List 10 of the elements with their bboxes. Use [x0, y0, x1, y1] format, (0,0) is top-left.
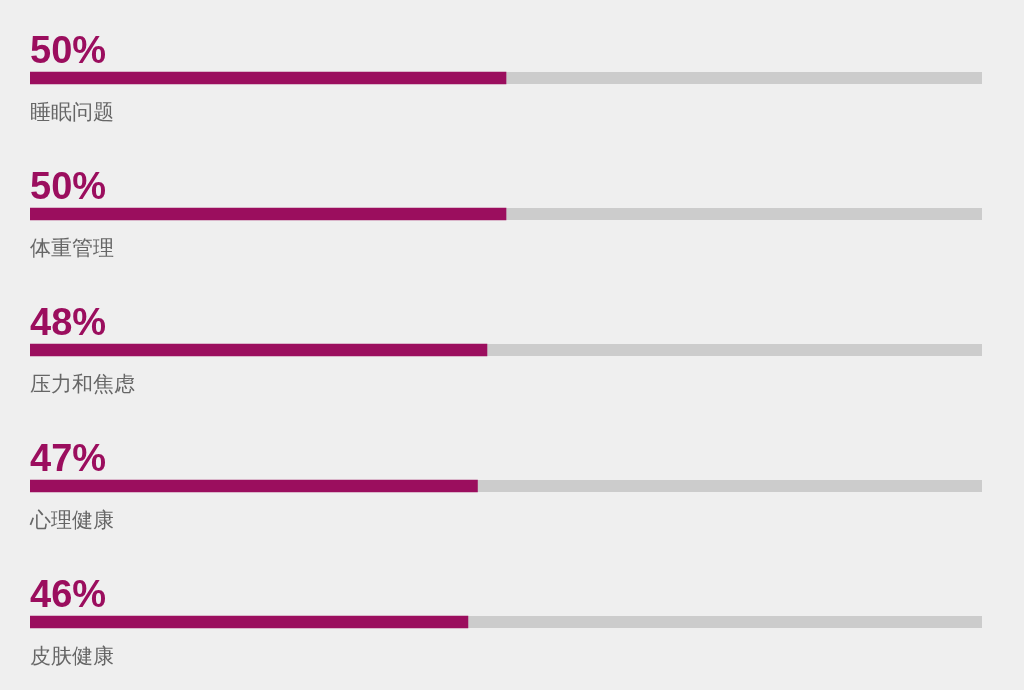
- y-tick-label: 体重管理: [30, 236, 114, 261]
- data-label: 50%: [30, 29, 107, 71]
- data-label: 48%: [30, 301, 107, 343]
- data-label: 50%: [30, 165, 107, 207]
- y-tick-label: 心理健康: [29, 508, 114, 533]
- y-tick-label: 压力和焦虑: [30, 372, 135, 397]
- y-tick-label: 睡眠问题: [30, 100, 114, 125]
- data-label: 47%: [30, 437, 107, 479]
- y-tick-label: 皮肤健康: [30, 644, 114, 669]
- data-label: 46%: [30, 573, 107, 615]
